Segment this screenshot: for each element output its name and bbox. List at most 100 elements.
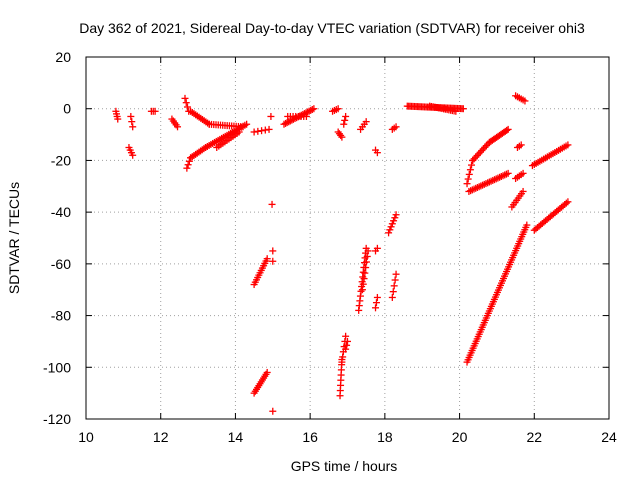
data-series-segment [388, 123, 400, 133]
data-point [342, 345, 350, 353]
x-axis-label: GPS time / hours [291, 458, 398, 474]
x-tick-label: 12 [153, 429, 169, 445]
data-series-segment [269, 407, 277, 415]
data-point [285, 118, 293, 126]
data-point [334, 105, 342, 113]
data-series-segment [512, 169, 527, 183]
x-tick-label: 18 [377, 429, 393, 445]
data-series-segment [372, 244, 381, 255]
data-points [112, 92, 572, 415]
y-tick-label: -100 [43, 359, 71, 375]
data-point [463, 180, 471, 188]
data-series-segment [147, 107, 159, 115]
data-point [263, 368, 271, 376]
data-point [504, 125, 512, 133]
data-point [564, 198, 572, 206]
data-point [362, 258, 370, 266]
data-point [269, 407, 277, 415]
y-tick-label: -40 [51, 204, 71, 220]
data-point [280, 120, 288, 128]
data-point [452, 107, 460, 115]
data-point [282, 119, 290, 127]
data-point [243, 120, 251, 128]
data-point [302, 112, 310, 120]
data-point [386, 226, 394, 234]
data-point [183, 164, 191, 172]
data-point [338, 358, 346, 366]
data-series-segment [357, 118, 370, 133]
x-tick-label: 14 [228, 429, 244, 445]
data-point [183, 103, 191, 111]
data-point [472, 153, 480, 161]
data-series-segment [202, 120, 251, 151]
data-series-segment [485, 125, 512, 146]
data-point [151, 107, 159, 115]
data-point [503, 126, 511, 134]
data-point [479, 145, 487, 153]
x-tick-label: 24 [601, 429, 617, 445]
data-series-segment [268, 200, 276, 208]
x-tick-label: 10 [78, 429, 94, 445]
chart-title: Day 362 of 2021, Sidereal Day-to-day VTE… [79, 20, 585, 36]
data-point [504, 169, 512, 177]
data-point [392, 123, 400, 131]
data-series-segment [112, 107, 122, 123]
plot-frame [85, 56, 610, 420]
data-series-segment [269, 247, 277, 265]
data-point [564, 141, 572, 149]
data-point [114, 115, 122, 123]
y-tick-label: -80 [51, 308, 71, 324]
data-point [482, 142, 490, 150]
data-point [385, 229, 393, 237]
data-series-segment [334, 128, 346, 141]
data-point [359, 280, 367, 288]
data-point [363, 252, 371, 260]
data-series-segment [329, 105, 342, 115]
data-point [388, 293, 396, 301]
data-point [388, 220, 396, 228]
data-point [181, 94, 189, 102]
data-point [517, 141, 525, 149]
data-point [476, 148, 484, 156]
data-point [392, 270, 400, 278]
data-point [267, 112, 275, 120]
data-point [387, 223, 395, 231]
data-point [372, 304, 380, 312]
data-point [269, 257, 277, 265]
data-series-segment [168, 115, 182, 131]
data-point [390, 217, 398, 225]
data-series-segment [530, 198, 572, 234]
data-series-segment [388, 270, 400, 301]
data-point [358, 286, 366, 294]
data-point [481, 143, 489, 151]
data-point [389, 288, 397, 296]
x-tick-label: 20 [452, 429, 468, 445]
data-point [263, 255, 271, 263]
data-series-segment [426, 102, 460, 115]
data-point [466, 166, 474, 174]
data-point [373, 244, 381, 252]
data-point [391, 214, 399, 222]
data-series-segment [284, 112, 310, 120]
data-point [308, 106, 316, 114]
data-series-segment [340, 112, 350, 128]
data-point [475, 150, 483, 158]
data-point [310, 105, 318, 113]
data-point [364, 247, 372, 255]
data-point [521, 97, 529, 105]
data-point [340, 120, 348, 128]
data-point [304, 108, 312, 116]
data-series-segment [213, 128, 243, 151]
data-point [465, 170, 473, 178]
data-point [390, 282, 398, 290]
y-tick-label: -60 [51, 256, 71, 272]
data-point [182, 99, 190, 107]
data-series-segment [465, 169, 512, 195]
data-series-segment [463, 221, 531, 366]
data-series-segment [125, 144, 137, 159]
data-series-segment [372, 146, 381, 157]
data-point [129, 123, 137, 131]
data-series-segment [469, 138, 493, 164]
data-series-segment [250, 125, 273, 136]
